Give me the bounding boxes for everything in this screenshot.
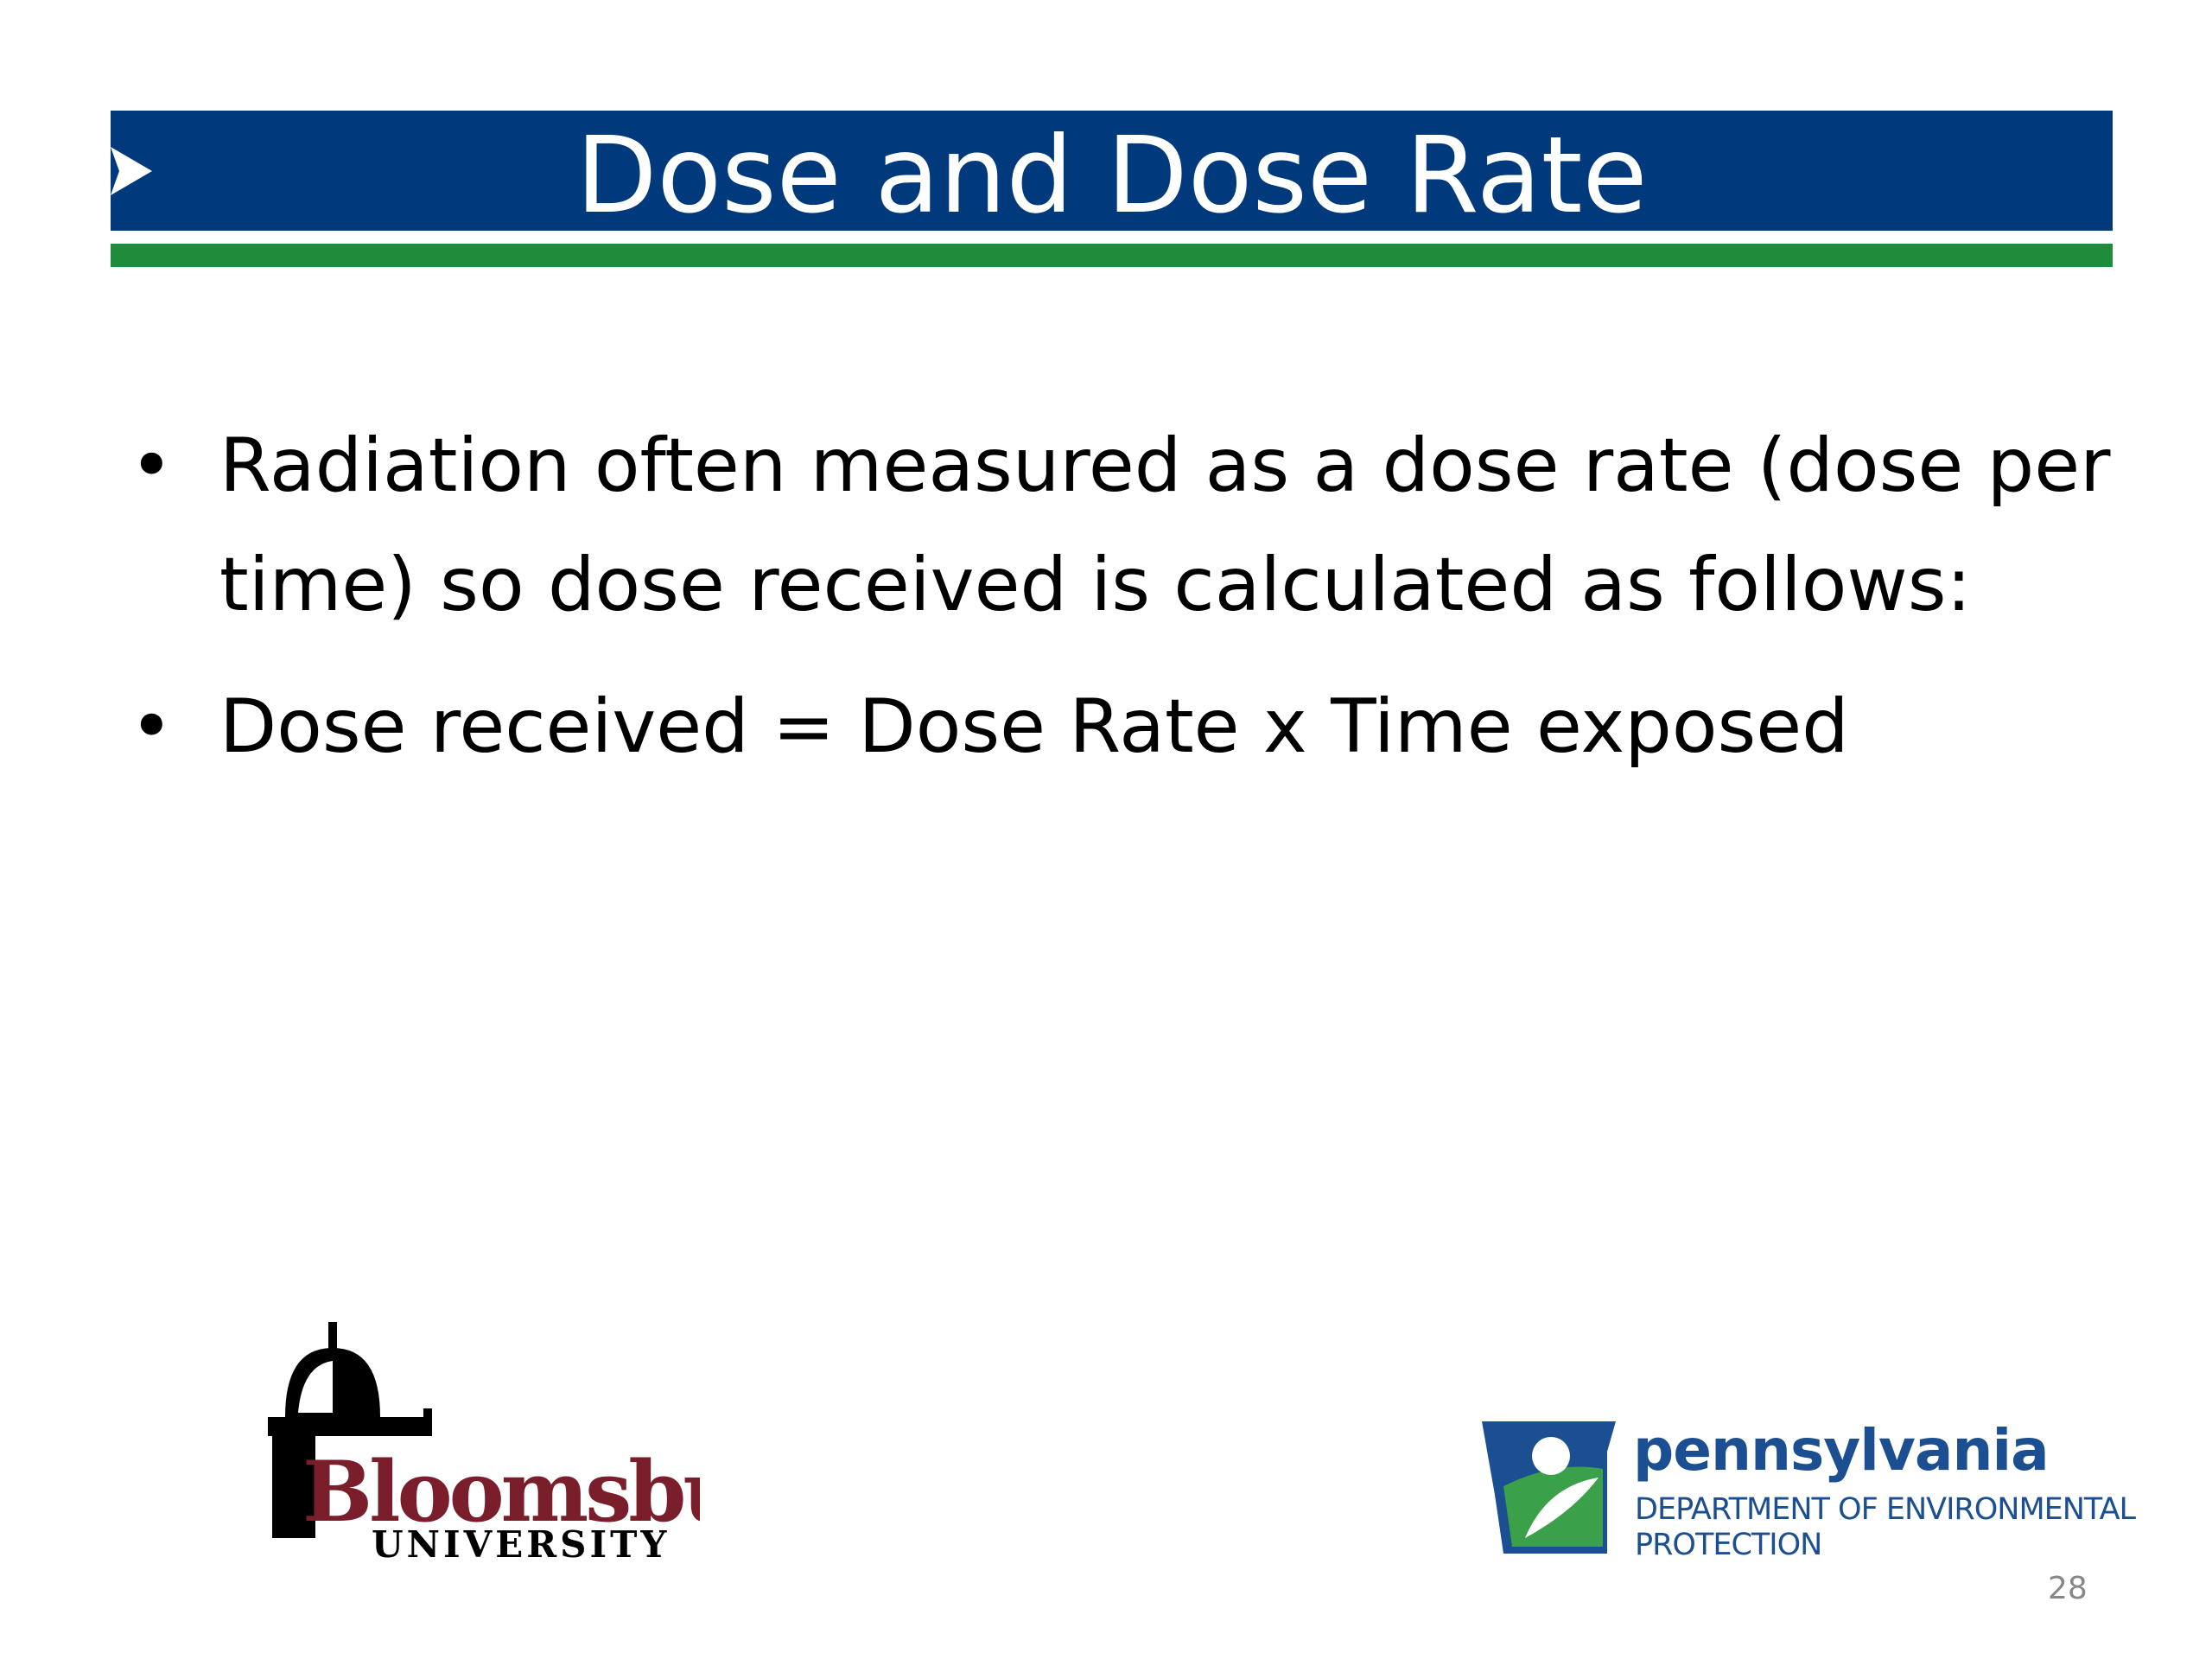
logo-subtitle: UNIVERSITY [372, 1523, 670, 1564]
title-bar [111, 111, 2113, 231]
bullet-list: Radiation often measured as a dose rate … [130, 406, 2117, 809]
logo-name: pennsylvania [1633, 1417, 2050, 1484]
bullet: Radiation often measured as a dose rate … [130, 406, 2117, 645]
slide-title: Dose and Dose Rate [575, 114, 1648, 237]
bloomsburg-logo: Bloomsburg UNIVERSITY [268, 1322, 700, 1564]
title-arrow [111, 147, 152, 195]
bullet: Dose received = Dose Rate x Time exposed [130, 667, 2117, 786]
title-underline [111, 244, 2113, 267]
logo-department: PROTECTION [1635, 1528, 1822, 1562]
logo-department: DEPARTMENT OF ENVIRONMENTAL [1635, 1492, 2136, 1527]
logo-name: Bloomsburg [302, 1443, 700, 1541]
pa-keystone [1482, 1421, 1616, 1554]
page-number: 28 [2048, 1571, 2088, 1606]
